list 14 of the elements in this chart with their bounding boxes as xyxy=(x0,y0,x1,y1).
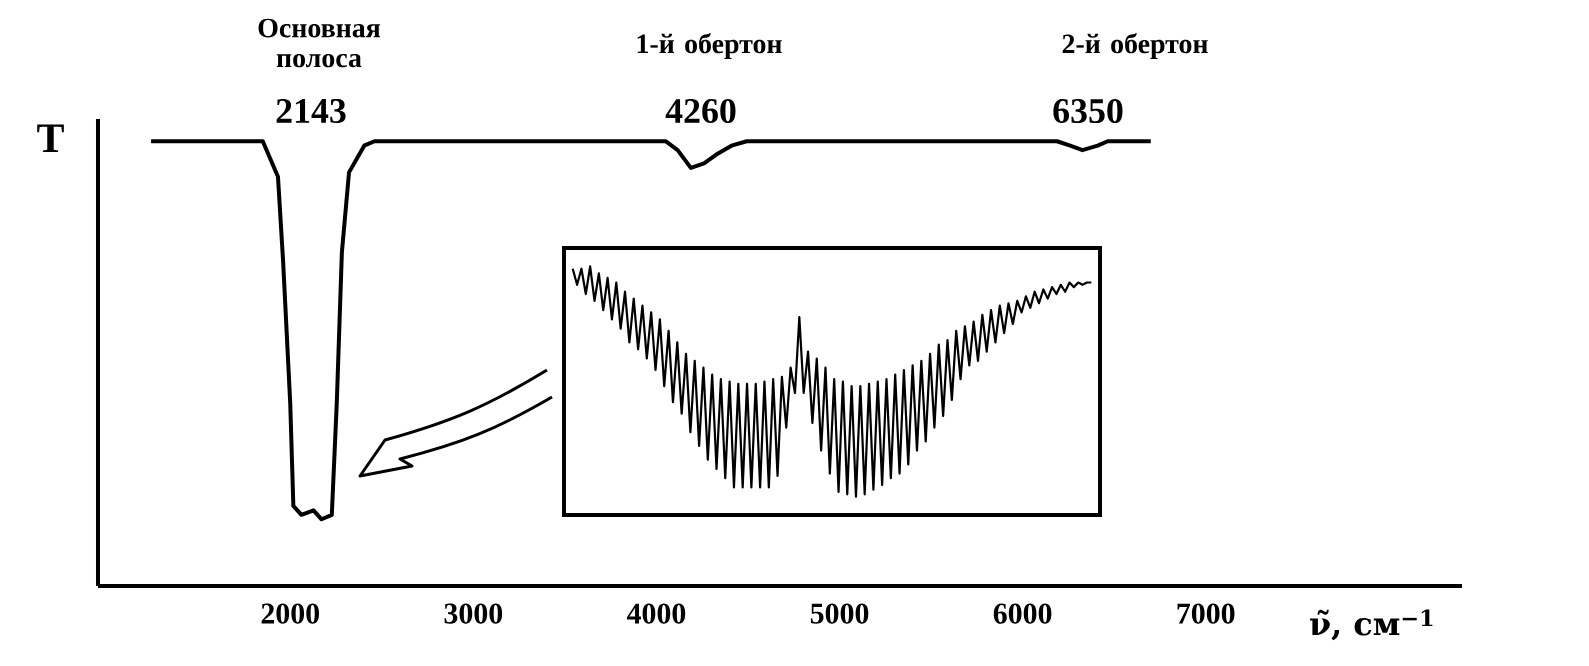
x-tick-label: 4000 xyxy=(626,603,686,624)
text: 4260 xyxy=(665,98,736,124)
x-tick-label: 2000 xyxy=(261,603,319,624)
x-tick-label: 7000 xyxy=(1177,603,1235,624)
y-axis-title: T xyxy=(37,124,64,152)
x-tick-label: 5000 xyxy=(810,603,869,624)
x-tick-label: 3000 xyxy=(444,603,503,624)
x-axis-title: ν̃, см$^{−1}$ xyxy=(1310,609,1433,641)
text: 6350 xyxy=(1053,98,1123,124)
text: 1-й обертон xyxy=(637,33,782,59)
x-tick-label: 6000 xyxy=(993,603,1052,624)
text: 2-й обертон xyxy=(1062,33,1208,59)
text: Основная полоса xyxy=(258,18,381,68)
text: 2143 xyxy=(276,98,346,124)
